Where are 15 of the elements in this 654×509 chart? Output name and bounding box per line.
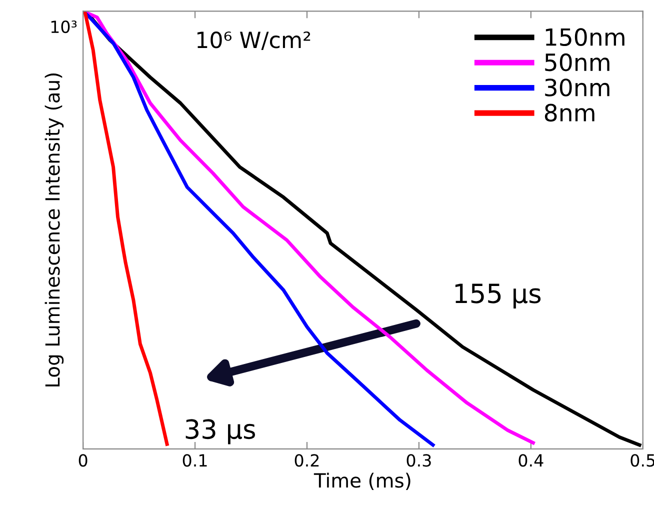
text: 10³ [51,20,77,34]
legend-label: 50nm [545,53,610,72]
annotation: 10⁶ W/cm² [197,31,310,50]
legend-label: 150nm [546,28,624,46]
annotation: 33 μs [186,419,256,444]
legend-label: 30nm [545,78,610,96]
x-tick-label: 0.3 [406,454,431,467]
legend-label: 8nm [544,104,594,122]
y-axis-title: Log Luminescence Intensity (au) [44,73,64,386]
x-axis-title: Time (ms) [314,472,410,490]
x-tick-label: 0.4 [518,454,544,467]
x-tick-label: 0.1 [182,454,207,467]
x-tick-label: 0 [78,454,88,467]
annotation: 155 μs [455,284,541,308]
x-tick-label: 0.2 [294,454,319,467]
